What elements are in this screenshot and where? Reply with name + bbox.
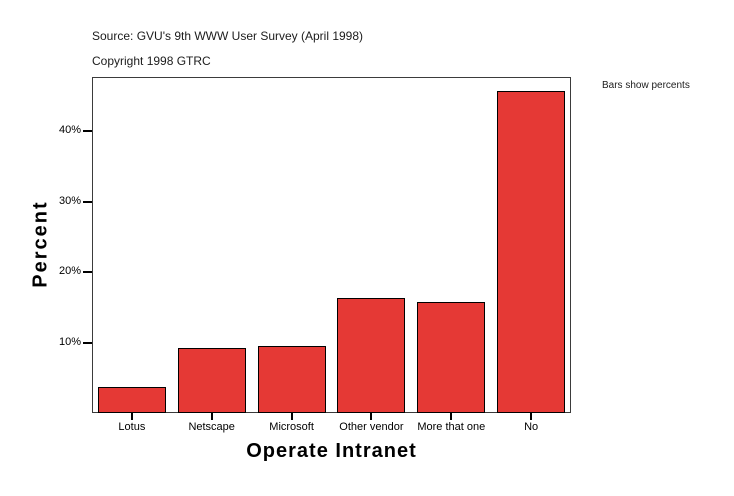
y-axis-tick — [83, 200, 92, 203]
x-axis-tick — [530, 413, 533, 420]
y-tick-label: 40% — [58, 124, 81, 137]
plot-area — [92, 77, 571, 413]
source-text: Source: GVU's 9th WWW User Survey (April… — [92, 29, 364, 43]
y-axis-tick — [83, 130, 92, 133]
bar-microsoft — [257, 346, 326, 413]
bar-lotus — [97, 386, 166, 413]
bar-netscape — [177, 347, 246, 413]
bar-no — [497, 91, 566, 413]
y-tick-label: 30% — [58, 194, 81, 207]
x-axis-tick — [370, 413, 373, 420]
y-tick-label: 20% — [58, 265, 81, 278]
bar-other-vendor — [337, 298, 406, 413]
bar-more-that-one — [417, 301, 486, 413]
x-axis-tick — [210, 413, 213, 420]
x-tick-label: Netscape — [188, 421, 235, 433]
x-axis-tick — [130, 413, 133, 420]
x-tick-label: Other vendor — [339, 421, 404, 433]
y-axis-tick — [83, 271, 92, 274]
x-axis-tick — [290, 413, 293, 420]
y-axis-tick — [83, 341, 92, 344]
x-axis-title: Operate Intranet — [246, 440, 417, 462]
x-axis-tick — [450, 413, 453, 420]
x-tick-label: No — [524, 421, 539, 433]
copyright-text: Copyright 1998 GTRC — [92, 54, 211, 68]
bars-show-percents-note: Bars show percents — [602, 80, 690, 91]
x-tick-label: More that one — [417, 421, 486, 433]
y-tick-label: 10% — [58, 335, 81, 348]
x-tick-label: Microsoft — [269, 421, 314, 433]
x-tick-label: Lotus — [118, 421, 146, 433]
